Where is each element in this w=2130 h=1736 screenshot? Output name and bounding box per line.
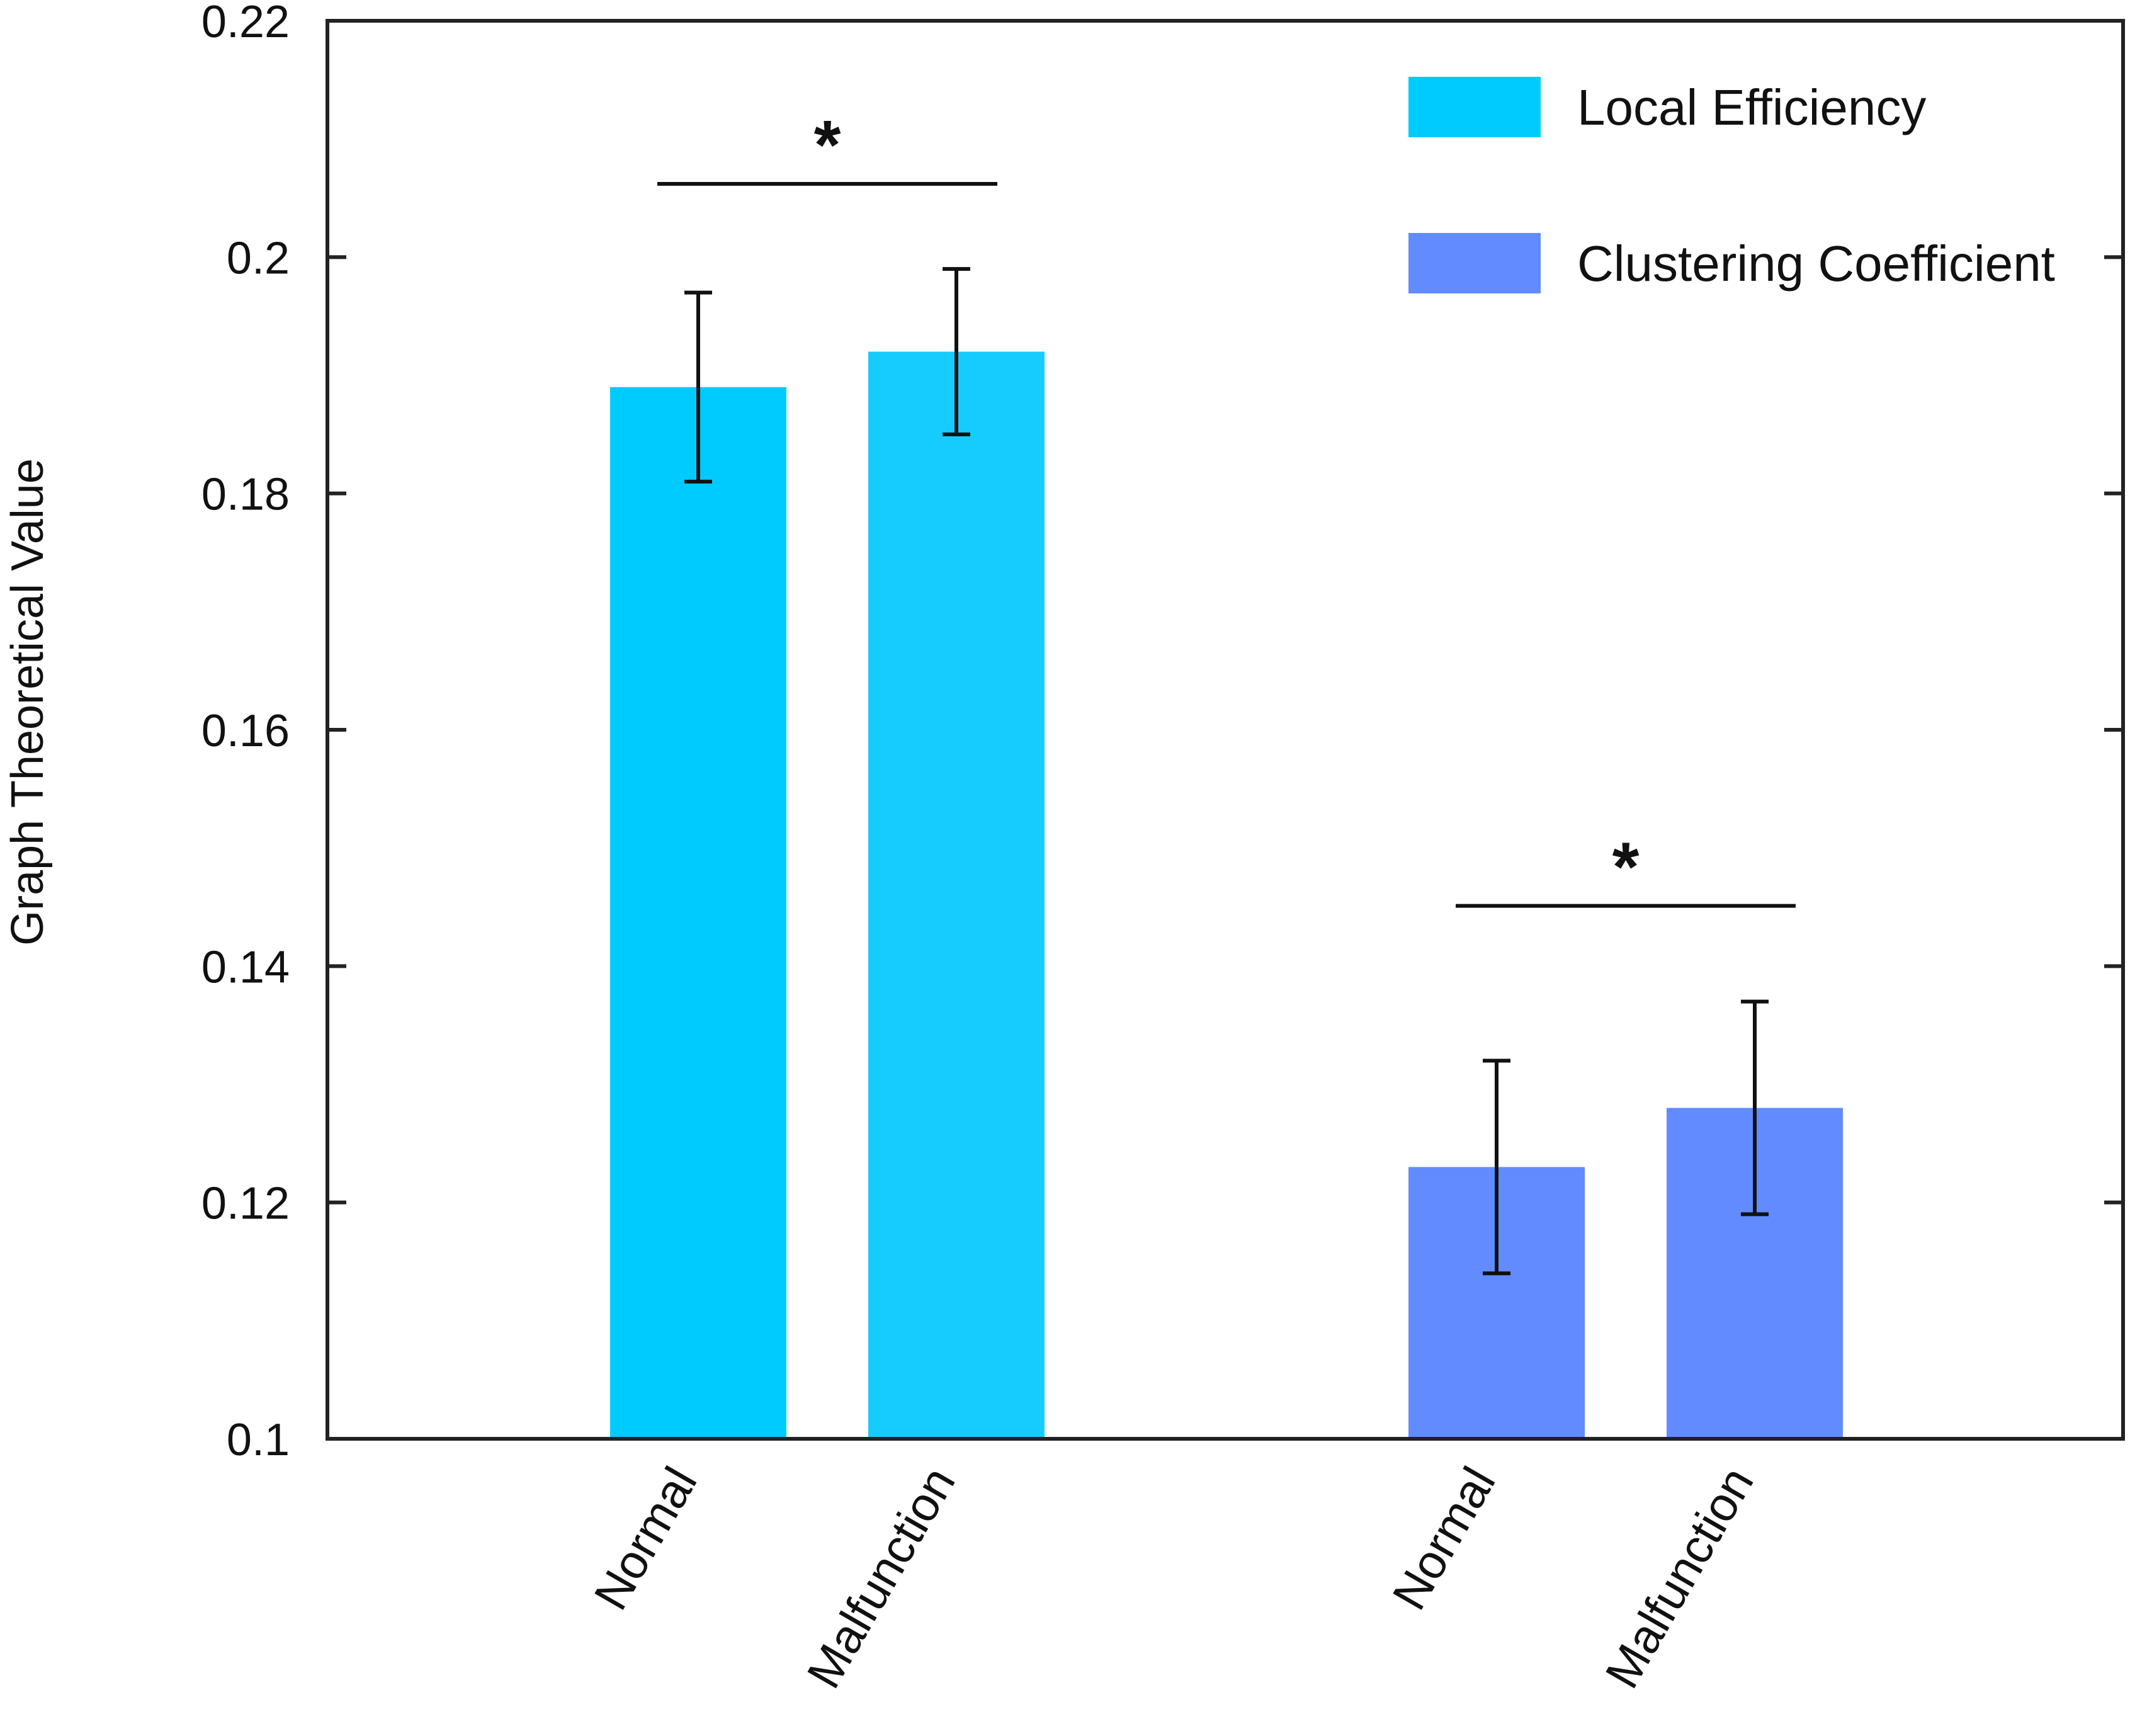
legend-swatch	[1408, 233, 1541, 293]
y-tick-label: 0.22	[201, 0, 290, 47]
y-axis-title: Graph Theoretical Value	[3, 458, 53, 946]
y-tick-label: 0.2	[227, 233, 290, 283]
legend-swatch	[1408, 77, 1541, 137]
y-tick-label: 0.18	[201, 470, 290, 520]
y-tick-label: 0.16	[201, 706, 290, 756]
bar	[868, 351, 1045, 1439]
error-bars-layer	[684, 267, 1769, 1276]
legend-label: Local Efficiency	[1577, 79, 1926, 135]
y-tick-label: 0.1	[227, 1415, 290, 1465]
y-axis-ticks: 0.1 0.12 0.14 0.16 0.18 0.2 0.22	[201, 0, 2123, 1465]
significance-layer: **	[657, 106, 1796, 908]
bar	[610, 387, 786, 1439]
significance-star: *	[814, 106, 841, 184]
legend-label: Clustering Coefficient	[1577, 235, 2055, 292]
significance-star: *	[1612, 829, 1640, 906]
legend: Local Efficiency Clustering Coefficient	[1408, 77, 2055, 293]
y-tick-label: 0.14	[201, 942, 290, 992]
y-tick-label: 0.12	[201, 1179, 290, 1229]
